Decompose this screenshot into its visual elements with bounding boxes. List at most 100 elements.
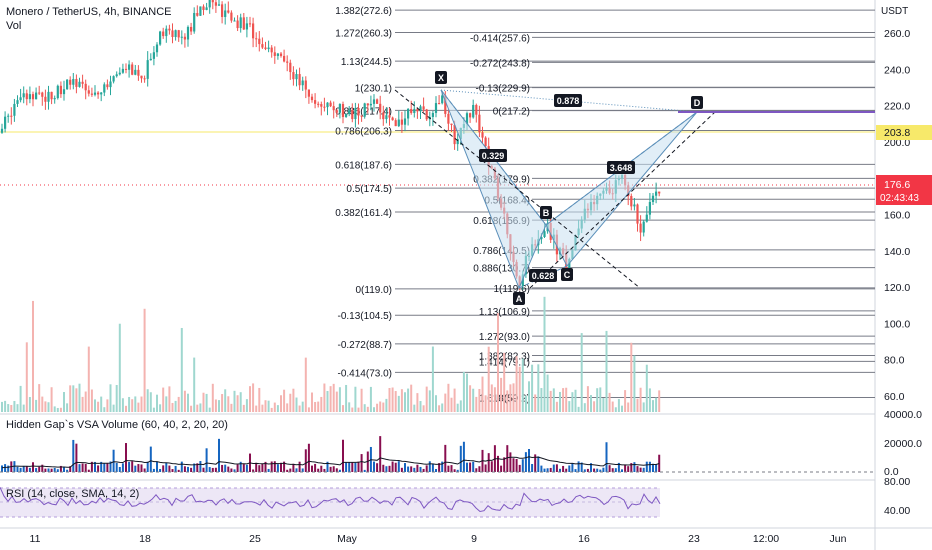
- candle-body: [335, 110, 338, 113]
- candle-body: [648, 201, 651, 215]
- vsa-bar: [537, 456, 540, 472]
- vsa-axis: 40000.0 20000.0 0.0: [884, 409, 922, 478]
- volume-bar: [376, 403, 379, 412]
- fib-left-label: 1.382(272.6): [335, 6, 392, 17]
- vsa-bar: [165, 462, 168, 472]
- candle-body: [131, 64, 134, 75]
- candle-body: [400, 119, 403, 125]
- volume-bar: [397, 395, 400, 412]
- volume-bar: [137, 402, 140, 412]
- vsa-bars: [1, 436, 661, 472]
- countdown-text: 02:43:43: [880, 193, 919, 204]
- candle-body: [366, 103, 369, 106]
- volume-bar: [103, 407, 106, 412]
- vsa-bar: [373, 461, 375, 472]
- current-price-tag: 176.6 02:43:43: [876, 175, 932, 205]
- candle-body: [276, 53, 279, 56]
- volume-bar: [159, 404, 162, 412]
- time-tick: 23: [688, 533, 700, 545]
- vsa-bar: [645, 461, 648, 472]
- vsa-bar: [50, 468, 53, 472]
- volume-bar: [199, 403, 202, 412]
- vsa-bar: [47, 468, 50, 472]
- volume-bar: [360, 388, 363, 412]
- volume-bar: [624, 390, 627, 412]
- candle-body: [363, 103, 366, 117]
- volume-bar: [515, 356, 518, 412]
- candle-body: [171, 30, 174, 37]
- rsi-title[interactable]: RSI (14, close, SMA, 14, 2): [6, 488, 140, 500]
- vsa-tick: 20000.0: [884, 438, 922, 450]
- volume-bar: [59, 407, 62, 412]
- vsa-bar: [109, 461, 112, 472]
- candle-body: [35, 92, 38, 100]
- vsa-bar: [431, 463, 434, 472]
- vsa-bar: [171, 469, 174, 472]
- ratio-label: 0.628: [532, 271, 555, 281]
- volume-bar: [205, 393, 208, 412]
- vsa-bar: [69, 466, 72, 472]
- candle-body: [199, 6, 202, 16]
- currency-label: USDT: [881, 6, 908, 17]
- volume-bar: [128, 396, 131, 412]
- candle-body: [261, 44, 264, 48]
- volume-bar: [342, 405, 344, 412]
- volume-bar: [537, 364, 540, 412]
- candle-body: [298, 74, 301, 86]
- vsa-bar: [25, 466, 28, 472]
- volume-bar: [326, 391, 329, 412]
- vsa-bar: [487, 453, 490, 472]
- vsa-bar: [66, 469, 69, 472]
- vsa-bar: [121, 463, 124, 472]
- price-tick: 60.0: [884, 391, 905, 403]
- vsa-bar: [407, 466, 410, 472]
- vsa-bar: [521, 459, 524, 472]
- vsa-bar: [583, 469, 586, 472]
- vsa-bar: [345, 462, 348, 472]
- vsa-title[interactable]: Hidden Gap`s VSA Volume (60, 40, 2, 20, …: [6, 419, 228, 431]
- volume-label[interactable]: Vol: [6, 20, 22, 32]
- volume-bar: [490, 384, 493, 412]
- vsa-bar: [435, 469, 437, 472]
- candle-body: [469, 113, 472, 118]
- volume-bar: [100, 396, 103, 412]
- vsa-bar: [410, 466, 413, 472]
- vsa-bar: [348, 462, 351, 472]
- vsa-bar: [354, 462, 357, 472]
- volume-bar: [493, 387, 496, 412]
- volume-bar: [469, 385, 472, 412]
- fib-left-label: -0.13(104.5): [338, 311, 392, 322]
- vsa-bar: [149, 446, 152, 472]
- vsa-bar: [484, 464, 487, 472]
- vsa-bar: [230, 468, 233, 472]
- vsa-bar: [469, 462, 472, 472]
- volume-bar: [190, 405, 193, 412]
- vsa-bar: [22, 465, 25, 472]
- candle-body: [630, 196, 633, 207]
- volume-bar: [512, 383, 515, 412]
- fib-left-label: -0.272(88.7): [338, 340, 392, 351]
- symbol-title[interactable]: Monero / TetherUS, 4h, BINANCE: [6, 6, 172, 18]
- volume-bar: [295, 397, 298, 412]
- candle-body: [351, 110, 354, 120]
- candle-body: [0, 128, 4, 133]
- candle-body: [444, 95, 447, 114]
- volume-bar: [125, 405, 127, 412]
- candle-body: [242, 17, 245, 30]
- volume-bar: [106, 399, 109, 412]
- vsa-bar: [283, 461, 286, 472]
- vsa-bar: [211, 467, 214, 472]
- candle-body: [214, 2, 217, 6]
- vsa-bar: [168, 465, 171, 472]
- vsa-bar: [419, 466, 422, 472]
- candle-body: [338, 104, 341, 113]
- vsa-bar: [233, 469, 236, 472]
- volume-bar: [261, 404, 264, 412]
- vsa-bar: [425, 465, 428, 472]
- candle-body: [639, 223, 642, 233]
- volume-bar: [13, 400, 16, 412]
- rsi-tick: 80.00: [884, 476, 910, 488]
- volume-bar: [503, 352, 506, 412]
- vsa-bar: [580, 462, 583, 472]
